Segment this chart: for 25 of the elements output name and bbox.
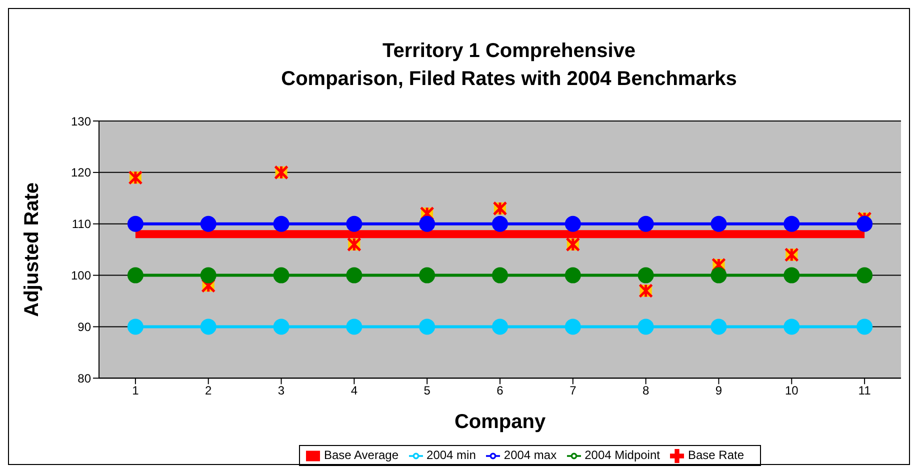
x-tick-label: 10 (784, 384, 799, 398)
y-tick-label: 90 (78, 320, 92, 334)
x-axis-title: Company (454, 411, 546, 434)
chart-title: Territory 1 Comprehensive Comparison, Filed Rates with 2004 Benchmarks (280, 39, 738, 92)
x-tick-label: 6 (496, 384, 504, 398)
x-tick-label: 1 (132, 384, 140, 398)
y-tick-label: 100 (70, 268, 92, 283)
y-tick-label: 80 (78, 371, 92, 386)
y-tick-label: 110 (72, 217, 92, 232)
x-tick-label: 4 (350, 384, 358, 398)
x-tick-label: 8 (642, 384, 650, 398)
y-axis-title: Adjusted Rate (21, 182, 44, 317)
legend-label: 2004 Midpoint (584, 448, 660, 462)
x-tick-label: 9 (715, 384, 722, 398)
legend-label: 2004 max (504, 448, 557, 462)
legend-label: Base Rate (688, 448, 744, 462)
legend-label: 2004 min (426, 448, 476, 462)
x-tick-label: 3 (278, 384, 285, 398)
x-tick-label: 7 (570, 384, 577, 398)
legend-label: Base Average (324, 448, 399, 462)
x-tick-label: 11 (858, 384, 872, 398)
y-tick-label: 120 (70, 166, 92, 180)
y-tick-label: 130 (70, 114, 92, 128)
x-tick-label: 2 (205, 384, 212, 398)
x-tick-label: 5 (424, 384, 431, 398)
